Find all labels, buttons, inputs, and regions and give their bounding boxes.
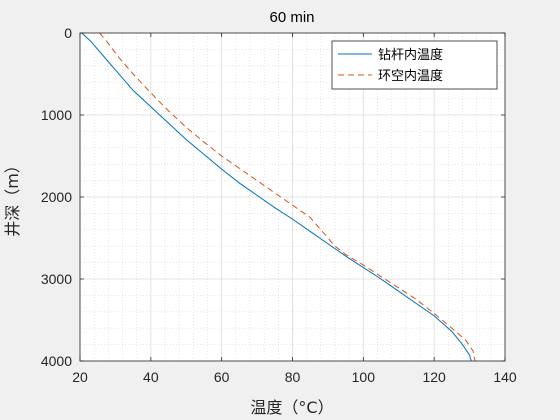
legend-label: 钻杆内温度 [378,47,443,63]
series-layer [81,32,476,362]
x-tick-label: 100 [352,369,376,385]
legend-label: 环空内温度 [378,68,443,84]
y-axis-label: 井深（m） [3,157,22,237]
x-tick-label: 40 [143,369,159,385]
ticks: 20 40 60 80 100 120 140 0 1000 2000 3000 4000 [41,25,517,385]
chart-title: 60 min [269,9,314,26]
series-line-2 [99,32,476,362]
x-tick-label: 140 [493,369,517,385]
series-line-1 [81,32,472,362]
x-tick-label: 60 [214,369,230,385]
x-tick-label: 20 [72,369,88,385]
y-tick-label: 2000 [41,189,72,205]
legend-box [331,40,498,90]
y-tick-label: 0 [64,25,72,41]
x-axis-label: 温度（°C） [250,398,333,417]
x-tick-label: 80 [285,369,301,385]
y-tick-label: 3000 [41,271,72,287]
x-tick-label: 120 [422,369,446,385]
y-tick-label: 4000 [41,353,72,369]
y-tick-label: 1000 [41,107,72,123]
